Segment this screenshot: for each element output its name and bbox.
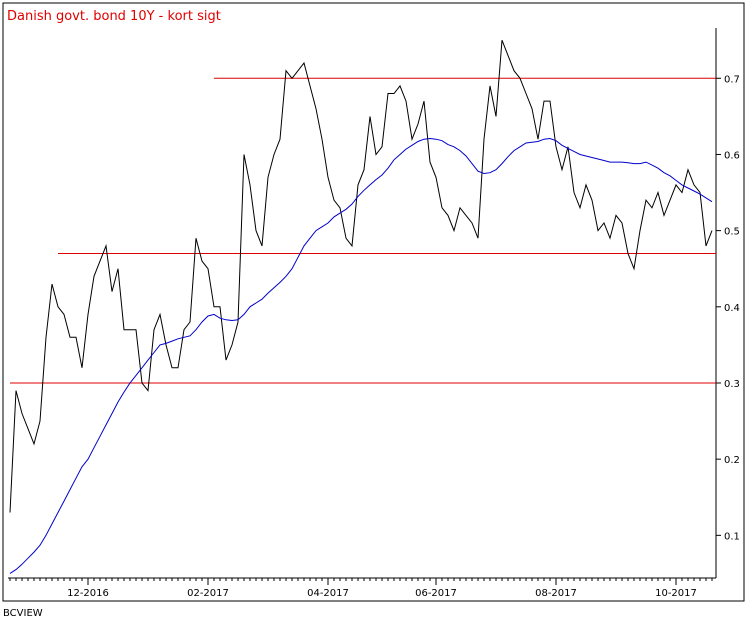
- y-tick-label: 0.5: [724, 227, 740, 238]
- x-tick-label: 06-2017: [415, 588, 457, 599]
- x-tick-label: 04-2017: [307, 588, 349, 599]
- x-tick-label: 10-2017: [655, 588, 697, 599]
- frame: [2, 2, 745, 602]
- x-tick-label: 08-2017: [535, 588, 577, 599]
- y-tick-label: 0.2: [724, 455, 740, 466]
- y-tick-label: 0.3: [724, 379, 740, 390]
- source: BCVIEW: [3, 608, 43, 619]
- y-tick-label: 0.1: [724, 531, 740, 542]
- x-tick-label: 12-2016: [67, 588, 109, 599]
- x-tick-label: 02-2017: [187, 588, 229, 599]
- y-tick-label: 0.7: [724, 74, 740, 85]
- series-line: [9, 40, 713, 513]
- chart-title: Danish govt. bond 10Y - kort sigt: [7, 9, 221, 24]
- y-tick-label: 0.4: [724, 303, 740, 314]
- y-tick-label: 0.6: [724, 150, 740, 161]
- series-line: [9, 137, 713, 574]
